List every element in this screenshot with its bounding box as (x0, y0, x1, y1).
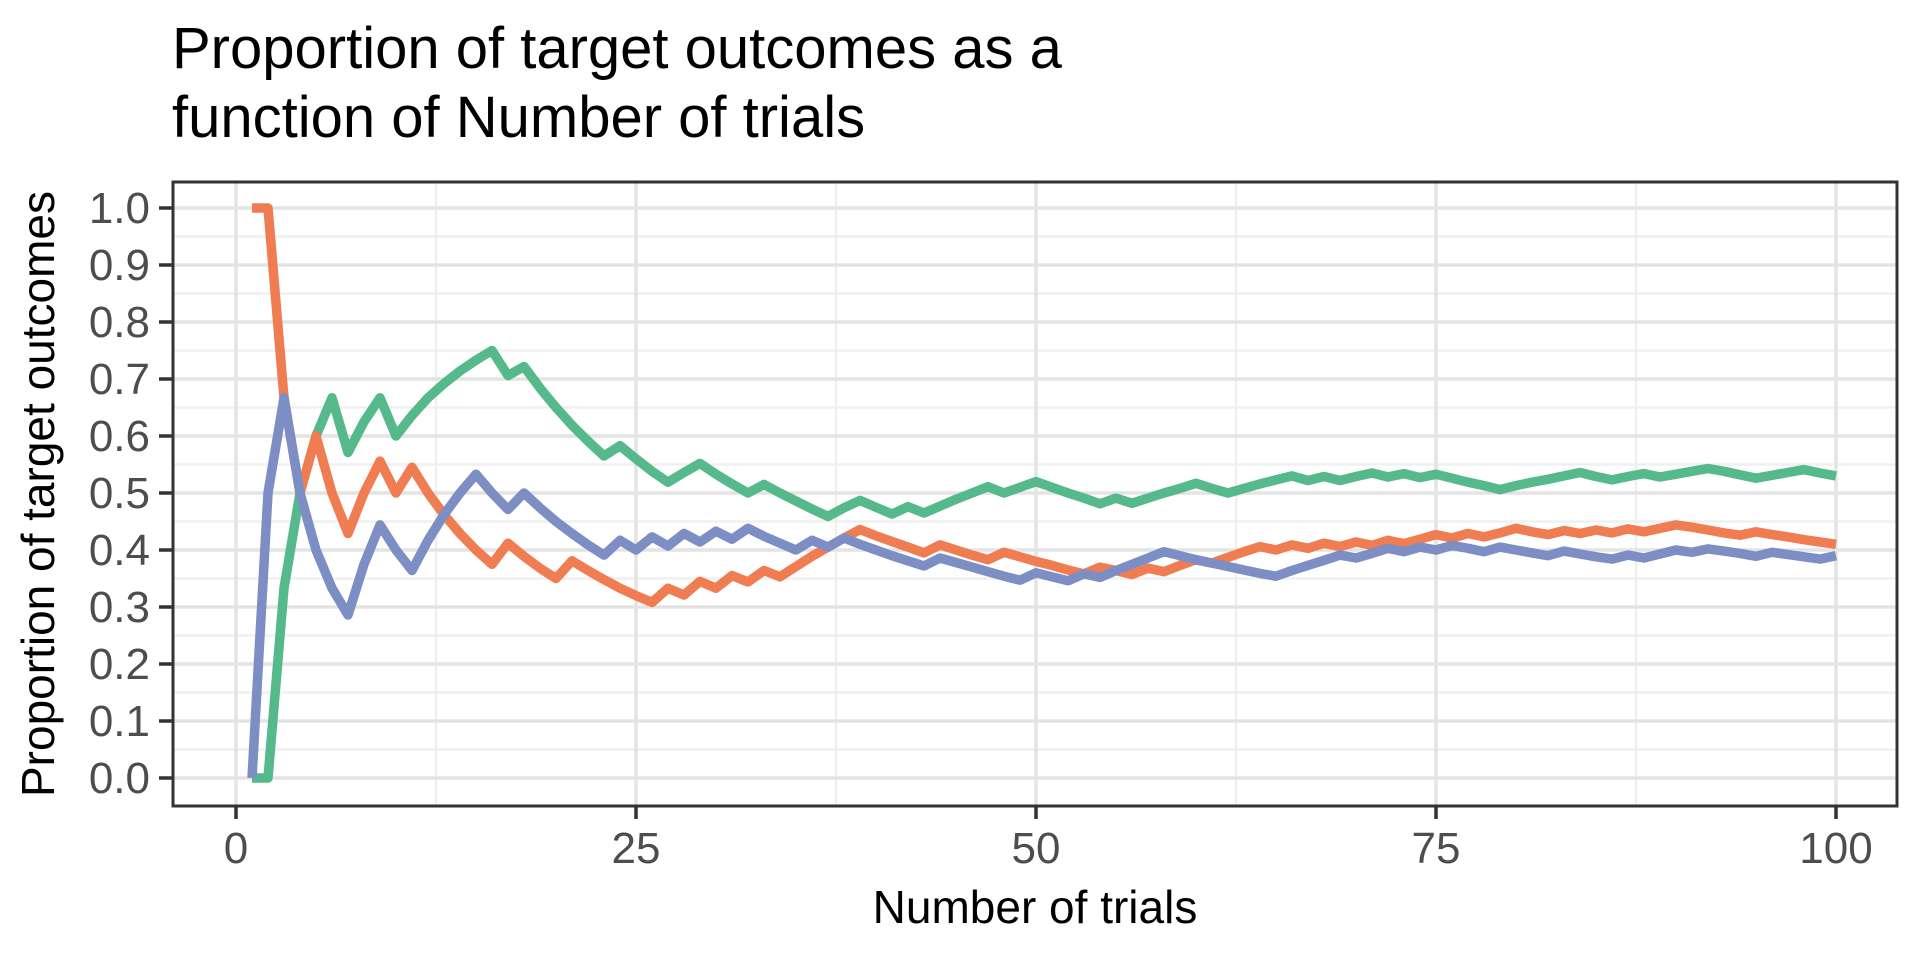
y-axis-tick-label: 0.5 (89, 469, 150, 518)
chart-title: Proportion of target outcomes as a funct… (172, 14, 1062, 152)
y-axis-tick-label: 0.0 (89, 754, 150, 803)
y-axis-tick-label: 0.6 (89, 412, 150, 461)
x-axis-title: Number of trials (872, 881, 1198, 933)
y-axis-tick-label: 1.0 (89, 184, 150, 233)
series-line-blue (247, 393, 1837, 779)
x-axis-tick-label: 100 (1799, 824, 1872, 873)
y-axis-tick-label: 0.3 (89, 583, 150, 632)
x-axis-tick-label: 75 (1412, 824, 1461, 873)
y-axis-tick-label: 0.8 (89, 298, 150, 347)
series-line-orange (252, 203, 1837, 608)
x-axis-tick-label: 50 (1012, 824, 1061, 873)
x-axis-tick-label: 25 (612, 824, 661, 873)
y-axis-tick-label: 0.7 (89, 355, 150, 404)
series-line-green (252, 345, 1837, 783)
y-axis-tick-label: 0.2 (89, 640, 150, 689)
chart-title-line1: Proportion of target outcomes as a (172, 16, 1062, 81)
y-axis-tick-label: 0.4 (89, 526, 150, 575)
chart-title-line2: function of Number of trials (172, 85, 866, 150)
x-axis-tick-label: 0 (224, 824, 248, 873)
y-axis-tick-label: 0.1 (89, 697, 150, 746)
y-axis-tick-label: 0.9 (89, 241, 150, 290)
